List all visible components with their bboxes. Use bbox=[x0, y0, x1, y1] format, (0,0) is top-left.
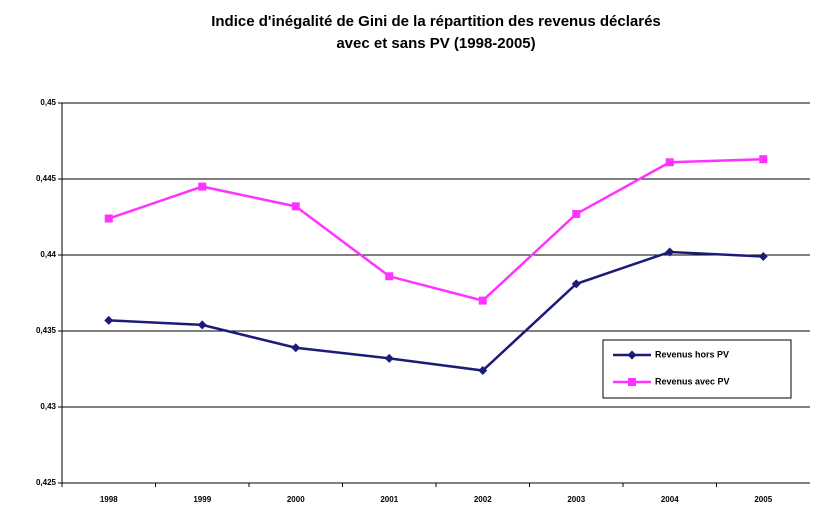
x-tick-label: 1999 bbox=[193, 495, 211, 504]
marker bbox=[628, 378, 636, 386]
chart-title: Indice d'inégalité de Gini de la réparti… bbox=[211, 13, 661, 30]
y-tick-label: 0,445 bbox=[36, 174, 57, 183]
x-tick-label: 1998 bbox=[100, 495, 118, 504]
x-tick-label: 2001 bbox=[380, 495, 398, 504]
marker bbox=[665, 247, 675, 257]
series-line bbox=[108, 157, 764, 302]
marker bbox=[571, 279, 581, 289]
marker bbox=[759, 155, 768, 164]
marker bbox=[197, 320, 207, 330]
y-tick-label: 0,425 bbox=[36, 478, 57, 487]
marker bbox=[627, 350, 637, 360]
marker bbox=[478, 366, 488, 376]
marker bbox=[385, 272, 394, 281]
x-tick-label: 2000 bbox=[287, 495, 305, 504]
y-tick-label: 0,44 bbox=[40, 250, 56, 259]
chart-title: avec et sans PV (1998-2005) bbox=[336, 35, 535, 52]
x-tick-label: 2004 bbox=[661, 495, 679, 504]
marker bbox=[478, 296, 487, 305]
y-tick-label: 0,435 bbox=[36, 326, 57, 335]
y-tick-label: 0,45 bbox=[40, 98, 56, 107]
legend-label: Revenus hors PV bbox=[655, 349, 729, 359]
legend-label: Revenus avec PV bbox=[655, 376, 730, 386]
marker bbox=[291, 202, 300, 211]
x-tick-label: 2005 bbox=[754, 495, 772, 504]
series-line bbox=[108, 250, 764, 372]
marker bbox=[384, 353, 394, 363]
marker bbox=[104, 315, 114, 325]
legend-box bbox=[602, 339, 792, 399]
marker bbox=[291, 343, 301, 353]
marker bbox=[198, 182, 207, 191]
marker bbox=[758, 252, 768, 262]
marker bbox=[104, 214, 113, 223]
marker bbox=[572, 209, 581, 218]
marker bbox=[665, 158, 674, 167]
y-tick-label: 0,43 bbox=[40, 402, 56, 411]
x-tick-label: 2003 bbox=[567, 495, 585, 504]
x-tick-label: 2002 bbox=[474, 495, 492, 504]
